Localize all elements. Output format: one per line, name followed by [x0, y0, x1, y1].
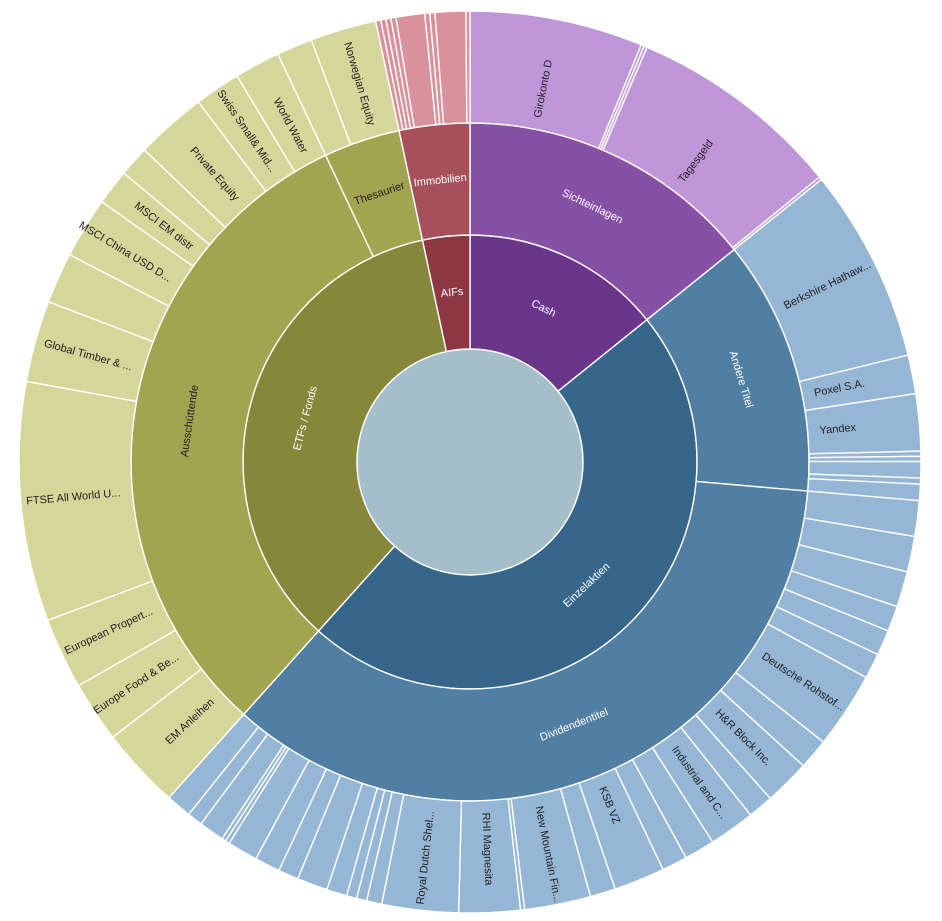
- label-yandex: Yandex: [819, 422, 857, 437]
- label-rhi-magnesita: RHI Magnesita: [479, 812, 494, 886]
- segment-leaf-immobilien-8: [465, 10, 471, 124]
- center-circle: [357, 349, 583, 575]
- segments: [18, 10, 922, 914]
- label-aifs: AIFs: [440, 286, 464, 300]
- label-immobilien: Immobilien: [413, 172, 467, 190]
